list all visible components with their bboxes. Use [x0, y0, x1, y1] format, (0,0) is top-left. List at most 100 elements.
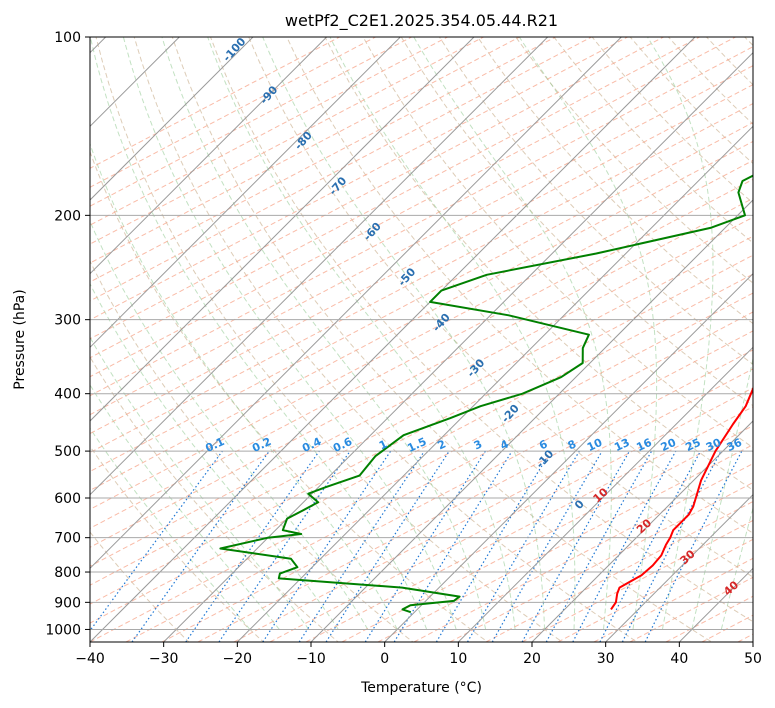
secondary-reference-line — [90, 254, 753, 605]
secondary-reference-line — [90, 235, 753, 586]
secondary-reference-line — [90, 103, 753, 454]
dry-adiabat — [90, 445, 265, 642]
secondary-reference-line — [90, 37, 340, 169]
dry-adiabat — [209, 37, 753, 623]
secondary-reference-line — [161, 330, 753, 642]
isotherm-line — [90, 37, 401, 349]
y-tick-label: 600 — [54, 491, 81, 507]
secondary-reference-line — [125, 311, 753, 642]
mixing-ratio-line — [298, 450, 425, 642]
moist-adiabat — [720, 506, 753, 630]
x-axis-title: Temperature (°C) — [360, 680, 482, 696]
x-tick-label: 30 — [597, 651, 615, 667]
dry-adiabat — [133, 37, 638, 642]
mixing-ratio-line — [218, 450, 351, 642]
y-tick-label: 900 — [54, 595, 81, 611]
x-tick-label: 40 — [670, 651, 688, 667]
secondary-reference-line — [90, 37, 448, 226]
secondary-reference-line — [90, 140, 753, 491]
isotherm-line — [90, 37, 696, 642]
secondary-reference-line — [90, 37, 628, 321]
axis-ticks: −40 −30 −20 −10 0 10 20 30 40 50 100 200 300 400 500 60… — [45, 30, 762, 667]
dry-adiabat — [400, 37, 753, 407]
chart-title: wetPf2_C2E1.2025.354.05.44.R21 — [285, 11, 558, 31]
moist-adiabat — [691, 356, 753, 630]
mixing-ratio-line — [521, 450, 631, 642]
moist-adiabat — [161, 37, 487, 630]
x-tick-label: 0 — [380, 651, 389, 667]
secondary-reference-line — [90, 37, 484, 245]
moist-adiabat — [518, 37, 658, 630]
moist-adiabat — [90, 282, 339, 630]
mixing-ratio-line — [644, 450, 743, 642]
dry-adiabat — [90, 531, 190, 642]
secondary-reference-line — [90, 216, 753, 567]
secondary-reference-line — [90, 159, 753, 510]
mixing-ratio-line — [262, 450, 392, 642]
y-tick-label: 500 — [54, 444, 81, 460]
x-tick-label: 20 — [523, 651, 541, 667]
mixing-ratio-line — [185, 450, 320, 642]
x-tick-label: 10 — [449, 651, 467, 667]
x-tick-label: −40 — [75, 651, 105, 667]
secondary-reference-line — [90, 121, 753, 473]
mixing-ratio-label: 10 — [585, 436, 605, 454]
grid — [90, 37, 753, 642]
secondary-reference-line — [90, 273, 753, 624]
mixing-ratio-line — [572, 450, 677, 642]
dry-adiabat — [477, 37, 753, 325]
temperature-profile-line — [610, 385, 753, 610]
dry-adiabat — [90, 259, 414, 642]
y-tick-label: 300 — [54, 313, 81, 329]
secondary-reference-line — [90, 46, 753, 397]
mixing-ratio-line — [545, 450, 653, 642]
data-series — [219, 174, 753, 614]
mixing-ratio-label: 13 — [612, 436, 631, 454]
mixing-ratio-line — [131, 450, 270, 642]
secondary-reference-line — [449, 481, 753, 642]
isotherm-line — [457, 346, 753, 642]
y-tick-label: 800 — [54, 565, 81, 581]
secondary-reference-line — [90, 37, 664, 340]
secondary-reference-line — [90, 37, 592, 302]
moist-adiabat — [90, 220, 369, 630]
y-tick-label: 700 — [54, 531, 81, 547]
isotherm-line — [90, 37, 475, 422]
moist-adiabat — [90, 142, 398, 630]
mixing-ratio-label: 20 — [659, 436, 679, 454]
moist-adiabat — [413, 37, 612, 630]
mixing-ratio-line — [393, 450, 513, 642]
secondary-reference-line — [341, 425, 753, 642]
background-lines — [90, 37, 753, 642]
moist-adiabat — [90, 37, 428, 630]
secondary-reference-line — [90, 197, 753, 548]
y-tick-label: 200 — [54, 208, 81, 224]
secondary-reference-line — [90, 37, 736, 378]
mixing-ratio-label: 30 — [704, 436, 724, 454]
x-tick-label: −10 — [296, 651, 326, 667]
dewpoint-profile-line — [219, 174, 753, 614]
dry-adiabat — [171, 37, 713, 642]
isotherm-line — [90, 37, 622, 570]
mixing-ratio-label: 16 — [634, 436, 654, 454]
moist-adiabat — [122, 37, 457, 630]
secondary-reference-line — [90, 37, 412, 207]
moist-adiabat — [207, 37, 516, 630]
secondary-reference-line — [377, 444, 753, 642]
mixing-ratio-label: 36 — [725, 436, 745, 454]
dry-adiabat — [362, 37, 753, 449]
secondary-reference-line — [90, 37, 700, 359]
secondary-reference-line — [90, 178, 753, 529]
secondary-reference-line — [521, 519, 753, 642]
secondary-reference-line — [90, 37, 376, 188]
dry-adiabat — [90, 356, 339, 642]
isotherm-line — [90, 37, 328, 275]
x-tick-label: 50 — [744, 651, 762, 667]
mixing-ratio-label: 25 — [683, 436, 702, 454]
secondary-reference-line — [197, 349, 753, 642]
dry-adiabat — [515, 37, 753, 284]
isotherm-line — [531, 420, 753, 642]
moist-adiabat — [647, 37, 714, 630]
y-tick-label: 1000 — [45, 622, 81, 638]
secondary-reference-line — [90, 292, 753, 642]
